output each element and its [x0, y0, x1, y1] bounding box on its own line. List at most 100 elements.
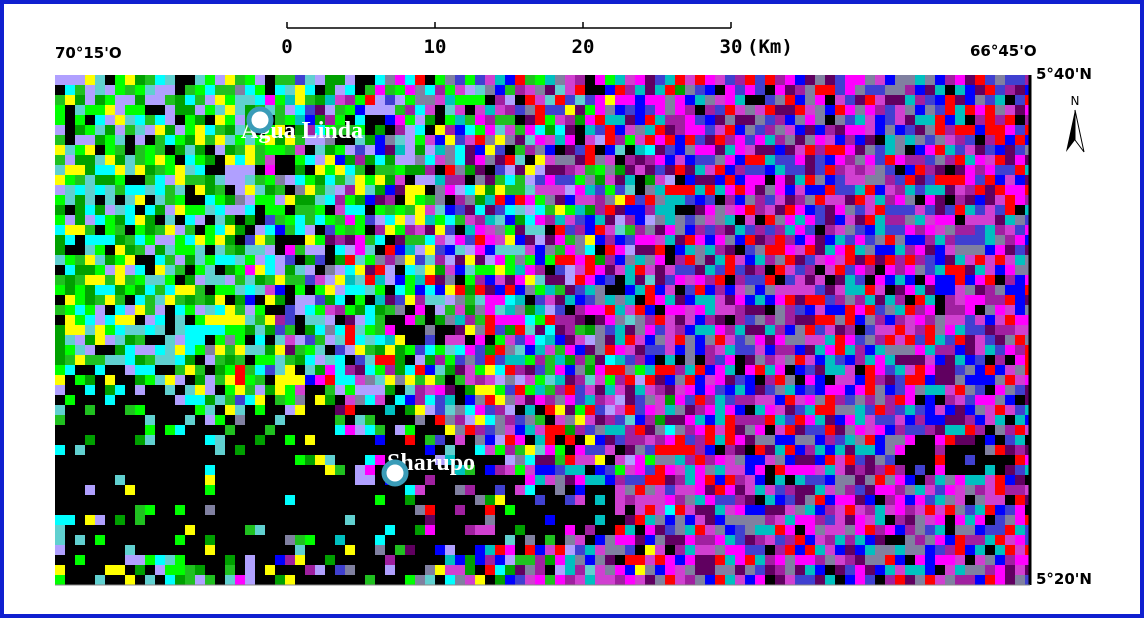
raster-cell: [515, 115, 525, 125]
raster-cell: [155, 385, 165, 395]
raster-cell: [385, 505, 395, 515]
raster-cell: [95, 455, 105, 465]
raster-cell: [945, 105, 955, 115]
raster-cell: [65, 425, 75, 435]
raster-cell: [715, 135, 725, 145]
raster-cell: [415, 125, 425, 135]
raster-cell: [125, 285, 135, 295]
raster-cell: [825, 375, 835, 385]
raster-cell: [465, 395, 475, 405]
raster-cell: [715, 255, 725, 265]
raster-cell: [715, 235, 725, 245]
raster-cell: [895, 305, 905, 315]
raster-cell: [545, 115, 555, 125]
raster-cell: [285, 405, 295, 415]
raster-cell: [725, 375, 735, 385]
raster-cell: [735, 395, 745, 405]
raster-cell: [355, 455, 365, 465]
raster-cell: [205, 335, 215, 345]
raster-cell: [405, 105, 415, 115]
raster-cell: [65, 305, 75, 315]
raster-cell: [935, 275, 945, 285]
raster-cell: [565, 575, 575, 585]
raster-cell: [115, 285, 125, 295]
raster-cell: [295, 535, 305, 545]
raster-cell: [665, 545, 675, 555]
raster-cell: [795, 515, 805, 525]
raster-cell: [85, 175, 95, 185]
raster-cell: [875, 495, 885, 505]
raster-cell: [845, 85, 855, 95]
raster-cell: [65, 415, 75, 425]
raster-cell: [885, 335, 895, 345]
raster-cell: [835, 515, 845, 525]
raster-cell: [195, 115, 205, 125]
raster-cell: [305, 385, 315, 395]
raster-cell: [355, 525, 365, 535]
raster-cell: [1005, 225, 1015, 235]
raster-cell: [925, 105, 935, 115]
raster-cell: [695, 565, 705, 575]
raster-cell: [255, 455, 265, 465]
raster-cell: [235, 175, 245, 185]
raster-cell: [775, 305, 785, 315]
raster-cell: [75, 435, 85, 445]
raster-cell: [165, 315, 175, 325]
raster-cell: [805, 315, 815, 325]
raster-cell: [885, 85, 895, 95]
raster-cell: [475, 225, 485, 235]
raster-cell: [195, 555, 205, 565]
raster-cell: [305, 335, 315, 345]
raster-cell: [835, 575, 845, 585]
raster-cell: [915, 485, 925, 495]
raster-cell: [455, 105, 465, 115]
raster-cell: [55, 145, 65, 155]
raster-cell: [905, 335, 915, 345]
raster-cell: [75, 305, 85, 315]
raster-cell: [695, 575, 705, 585]
raster-cell: [255, 525, 265, 535]
raster-cell: [685, 505, 695, 515]
raster-cell: [825, 535, 835, 545]
raster-cell: [615, 175, 625, 185]
raster-cell: [705, 225, 715, 235]
raster-cell: [665, 275, 675, 285]
raster-cell: [535, 555, 545, 565]
raster-cell: [175, 505, 185, 515]
raster-cell: [355, 105, 365, 115]
raster-cell: [235, 285, 245, 295]
raster-cell: [845, 195, 855, 205]
raster-cell: [905, 185, 915, 195]
raster-cell: [635, 195, 645, 205]
raster-cell: [1015, 465, 1025, 475]
raster-cell: [335, 355, 345, 365]
raster-cell: [785, 195, 795, 205]
raster-cell: [585, 175, 595, 185]
raster-cell: [835, 495, 845, 505]
raster-cell: [685, 395, 695, 405]
raster-cell: [95, 495, 105, 505]
raster-cell: [105, 505, 115, 515]
raster-cell: [175, 415, 185, 425]
raster-cell: [475, 335, 485, 345]
raster-cell: [855, 185, 865, 195]
raster-cell: [85, 485, 95, 495]
raster-cell: [1005, 395, 1015, 405]
raster-cell: [595, 485, 605, 495]
raster-cell: [995, 445, 1005, 455]
raster-cell: [85, 265, 95, 275]
raster-cell: [1015, 405, 1025, 415]
raster-cell: [765, 325, 775, 335]
raster-cell: [775, 125, 785, 135]
raster-cell: [845, 415, 855, 425]
raster-cell: [825, 135, 835, 145]
raster-cell: [235, 455, 245, 465]
raster-cell: [245, 165, 255, 175]
raster-cell: [675, 75, 685, 85]
raster-cell: [525, 265, 535, 275]
raster-cell: [575, 295, 585, 305]
raster-cell: [505, 385, 515, 395]
raster-cell: [205, 375, 215, 385]
raster-cell: [905, 245, 915, 255]
raster-cell: [1005, 85, 1015, 95]
